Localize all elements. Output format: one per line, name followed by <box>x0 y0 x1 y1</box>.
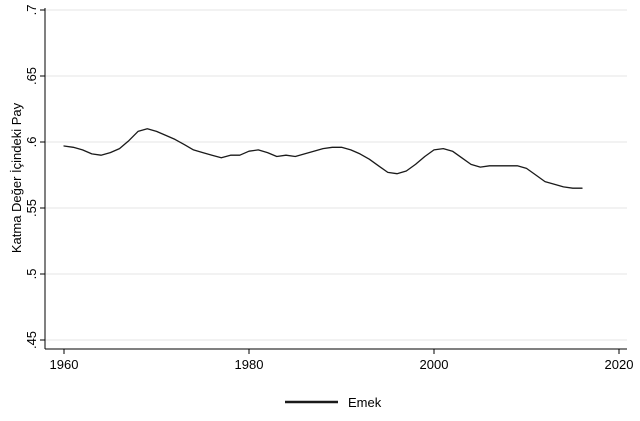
x-tick-label-3: 2020 <box>605 357 634 372</box>
y-tick-label-5: .7 <box>24 5 39 16</box>
y-tick-label-3: .6 <box>24 137 39 148</box>
y-tick-label-4: .65 <box>24 67 39 85</box>
y-tick-label-1: .5 <box>24 269 39 280</box>
series-line-emek <box>63 128 583 189</box>
gridlines <box>45 9 627 341</box>
y-tick-label-2: .55 <box>24 199 39 217</box>
axes: .45 .5 .55 .6 .65 .7 1960 1980 2000 2020 <box>24 5 633 372</box>
x-tick-label-1: 1980 <box>235 357 264 372</box>
x-tick-label-2: 2000 <box>420 357 449 372</box>
y-tick-label-0: .45 <box>24 331 39 349</box>
x-tick-label-0: 1960 <box>50 357 79 372</box>
legend-label-emek: Emek <box>348 395 382 410</box>
y-axis-title: Katma Değer İçindeki Pay <box>9 102 24 253</box>
legend: Emek <box>285 395 382 410</box>
series-layer <box>63 128 583 189</box>
